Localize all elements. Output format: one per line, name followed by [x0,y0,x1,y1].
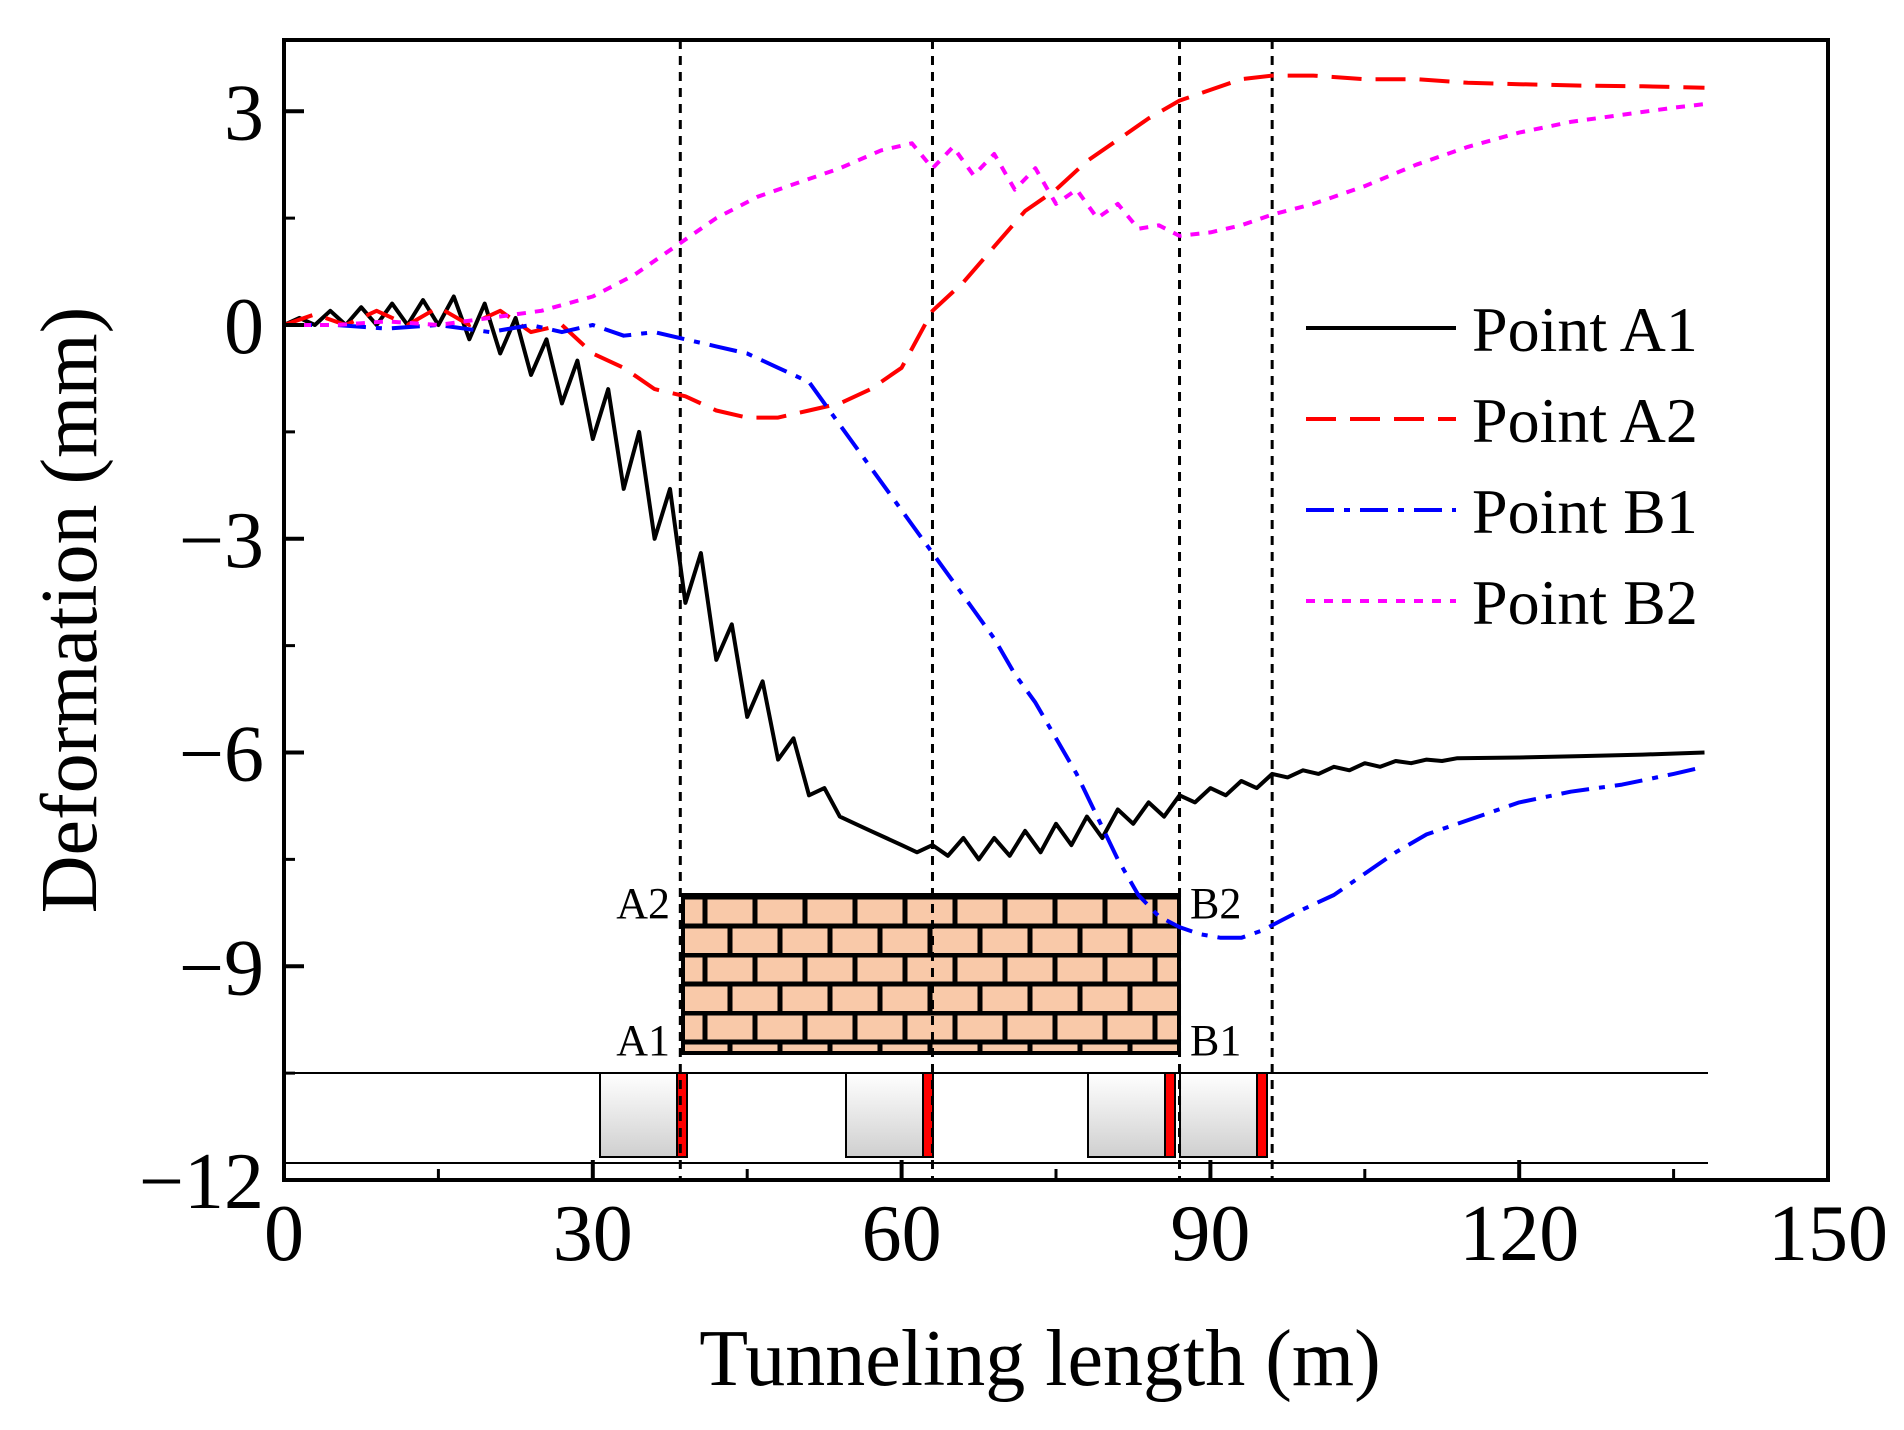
inset-illustration: A2 B2 A1 B1 [284,879,1708,1164]
shield-machine [599,1072,688,1158]
legend-label-point-b2: Point B2 [1472,567,1698,638]
legend-label-point-b1: Point B1 [1472,476,1698,547]
series-line-point-a2 [284,73,1705,420]
x-tick-label: 90 [1170,1190,1250,1278]
x-tick-label: 0 [264,1190,304,1278]
x-tick-label: 120 [1459,1190,1579,1278]
series-line-point-b1 [284,323,1705,940]
y-tick-label: −12 [139,1138,264,1226]
reference-lines [678,40,1274,1180]
inset-label-a2: A2 [616,879,670,928]
y-axis-label: Deformation (mm) [26,307,114,913]
y-tick-label: −6 [179,711,264,799]
legend-label-point-a1: Point A1 [1472,294,1698,365]
y-tick-label: −3 [179,497,264,585]
inset-label-a1: A1 [616,1016,670,1065]
inset-label-b2: B2 [1190,879,1241,928]
y-tick-label: −9 [179,924,264,1012]
x-tick-label: 30 [553,1190,633,1278]
legend-label-point-a2: Point A2 [1472,385,1698,456]
legend: Point A1 Point A2 Point B1 Point B2 [1306,294,1698,638]
shield-machine [845,1072,934,1158]
y-tick-label: 0 [224,283,264,371]
shield-machine [1179,1072,1268,1158]
series-layer [284,73,1705,940]
series-line-point-b2 [284,102,1705,327]
series-line-point-a1 [284,294,1705,862]
x-tick-label: 60 [862,1190,942,1278]
x-axis-label: Tunneling length (m) [699,1315,1380,1403]
inset-label-b1: B1 [1190,1016,1241,1065]
x-tick-label: 150 [1768,1190,1888,1278]
y-tick-label: 3 [224,69,264,157]
shield-machine [1087,1072,1176,1158]
